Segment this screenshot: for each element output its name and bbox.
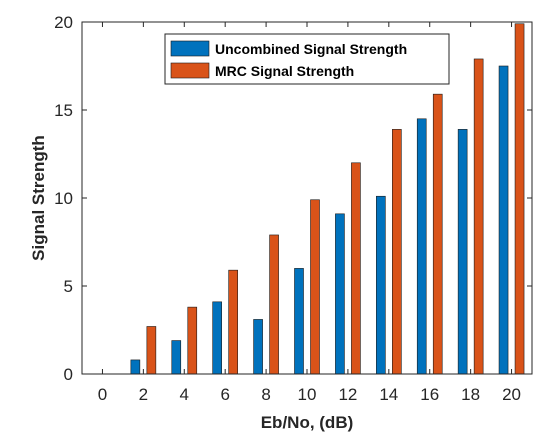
x-tick-label: 4 [180, 385, 189, 404]
bar-mrc-16 [432, 93, 443, 375]
y-tick-label: 20 [54, 13, 73, 32]
legend-box [164, 33, 450, 85]
x-tick-label: 10 [298, 385, 317, 404]
y-tick-label: 5 [64, 277, 73, 296]
x-tick-label: 8 [261, 385, 270, 404]
legend-swatch-mrc [170, 62, 210, 79]
bar-mrc-2 [146, 326, 157, 375]
x-tick-label: 16 [420, 385, 439, 404]
x-tick-label: 12 [338, 385, 357, 404]
bar-mrc-10 [310, 199, 320, 375]
x-tick-label: 20 [502, 385, 521, 404]
y-tick-label: 15 [54, 101, 73, 120]
x-tick-label: 6 [220, 385, 229, 404]
bar-uncombined-4 [171, 340, 182, 375]
bar-uncombined-6 [212, 301, 222, 375]
legend: Uncombined Signal Strength MRC Signal St… [164, 33, 450, 85]
x-tick-label: 14 [379, 385, 398, 404]
x-tick-label: 2 [139, 385, 148, 404]
bar-uncombined-16 [416, 118, 427, 375]
legend-label-uncombined: Uncombined Signal Strength [215, 41, 407, 57]
x-tick-label: 0 [98, 385, 107, 404]
bar-uncombined-10 [294, 268, 304, 375]
bar-mrc-8 [269, 234, 279, 375]
bar-mrc-4 [187, 306, 198, 375]
bar-mrc-20 [514, 23, 525, 375]
legend-label-mrc: MRC Signal Strength [215, 63, 354, 79]
bar-mrc-14 [392, 129, 402, 375]
bar-uncombined-14 [376, 195, 386, 375]
bar-mrc-6 [228, 269, 238, 375]
x-tick-label: 18 [461, 385, 480, 404]
bar-mrc-12 [351, 162, 361, 375]
bar-uncombined-8 [253, 319, 263, 375]
bar-uncombined-12 [335, 213, 345, 375]
legend-swatch-uncombined [170, 40, 210, 57]
bar-uncombined-20 [498, 65, 509, 375]
bar-uncombined-18 [457, 129, 468, 375]
y-axis: 0 5 10 15 20 [54, 13, 532, 384]
y-axis-title: Signal Strength [29, 135, 48, 261]
x-axis: 0 2 4 6 8 10 12 14 16 18 20 [98, 22, 521, 404]
y-tick-label: 10 [54, 189, 73, 208]
x-axis-title: Eb/No, (dB) [261, 413, 354, 432]
y-tick-label: 0 [64, 365, 73, 384]
bar-mrc-18 [473, 58, 484, 375]
bar-uncombined-2 [130, 359, 141, 375]
